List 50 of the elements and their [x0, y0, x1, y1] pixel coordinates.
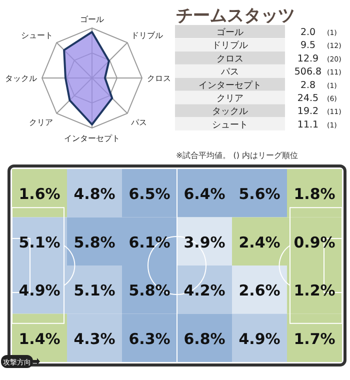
text: 19.2	[297, 106, 319, 118]
data-label: 1.2%	[294, 282, 336, 300]
data-label: 5.8%	[74, 233, 116, 252]
spoke-label: ドリブル	[130, 31, 163, 40]
text: ※試合平均値。 () 内はリーグ順位	[176, 151, 298, 160]
data-label: 6.1%	[128, 233, 170, 252]
data-label: 1.4%	[18, 330, 60, 348]
text: 11.1	[297, 119, 319, 130]
data-label: 5.6%	[238, 185, 280, 204]
data-label: 4.9%	[18, 282, 60, 300]
category-label: パス	[220, 68, 239, 78]
text: 9.5	[300, 40, 316, 52]
category-label: インターセプト	[198, 80, 262, 91]
text: 2.8	[300, 80, 316, 91]
spoke-label: ゴール	[80, 15, 104, 24]
spoke-label: シュート	[21, 31, 54, 40]
spoke-label: タックル	[5, 74, 37, 83]
data-label: 4.3%	[74, 330, 116, 348]
data-label: 6.3%	[128, 330, 170, 348]
data-label: 1.8%	[294, 185, 336, 204]
data-label: 2.6%	[238, 282, 280, 300]
data-label: 4.9%	[238, 330, 280, 348]
category-label: ドリブル	[212, 40, 248, 52]
spoke-label: クリア	[29, 118, 54, 127]
data-label: 4.2%	[184, 282, 226, 300]
data-label: 5.1%	[18, 233, 60, 252]
category-label: シュート	[212, 120, 248, 130]
category-label: クリア	[216, 94, 244, 104]
data-label: 4.8%	[74, 185, 116, 204]
data-label: 3.9%	[184, 233, 226, 252]
data-label: 0.9%	[294, 233, 336, 252]
data-label: 6.8%	[184, 330, 226, 348]
category-label: クロス	[216, 54, 244, 64]
text: 506.8	[294, 66, 322, 78]
spoke-label: インターセプト	[64, 134, 120, 143]
category-label: ゴール	[216, 27, 244, 38]
spoke-label: クロス	[147, 74, 171, 83]
data-label: 5.1%	[74, 282, 116, 300]
data-label: 1.7%	[294, 330, 336, 348]
data-label: 6.4%	[184, 185, 226, 204]
text: 12.9	[297, 53, 319, 64]
spoke-label: パス	[130, 118, 147, 127]
text: 24.5	[297, 93, 319, 104]
text: 2.0	[300, 27, 316, 38]
data-label: 6.5%	[128, 185, 170, 204]
data-label: 2.4%	[238, 233, 280, 252]
category-label: タックル	[212, 107, 248, 118]
data-label: 5.8%	[128, 282, 170, 300]
text: チームスタッツ	[176, 6, 295, 26]
data-label: 1.6%	[18, 185, 60, 204]
